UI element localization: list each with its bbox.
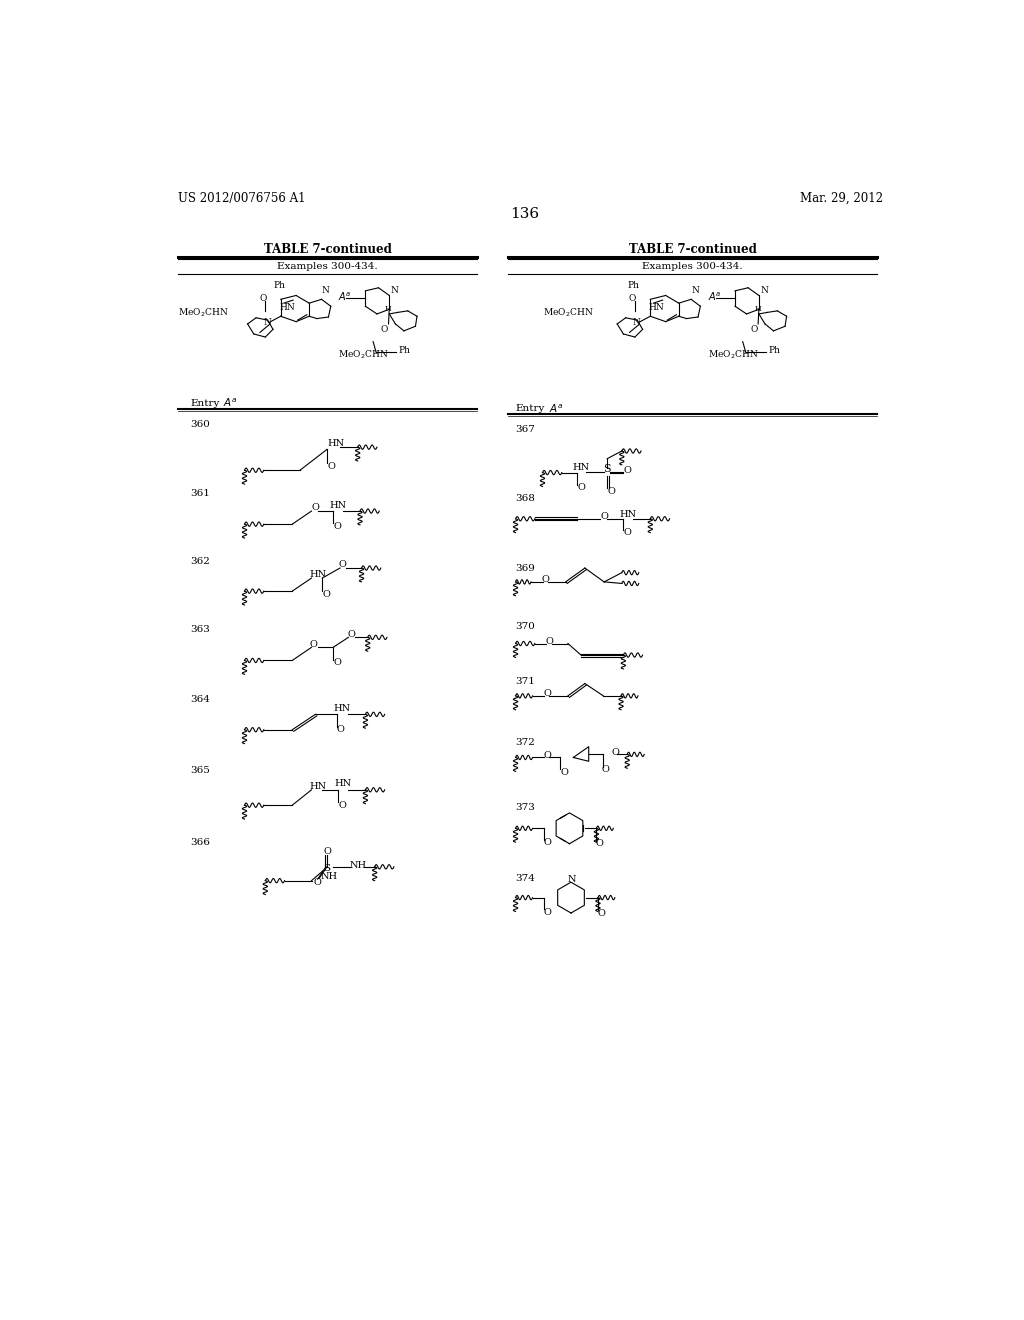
- Text: 364: 364: [190, 696, 211, 704]
- Text: O: O: [333, 659, 341, 667]
- Text: O: O: [629, 294, 636, 304]
- Text: HN: HN: [333, 705, 350, 713]
- Text: O: O: [607, 487, 615, 495]
- Text: O: O: [348, 630, 355, 639]
- Text: 362: 362: [190, 557, 211, 565]
- Text: US 2012/0076756 A1: US 2012/0076756 A1: [178, 191, 306, 205]
- Text: Ph: Ph: [768, 346, 780, 355]
- Text: HN: HN: [327, 438, 344, 447]
- Text: 374: 374: [515, 874, 536, 883]
- Text: 369: 369: [515, 565, 536, 573]
- Text: N: N: [322, 286, 330, 296]
- Text: Ph: Ph: [628, 281, 639, 290]
- Text: O: O: [578, 483, 585, 492]
- Text: O: O: [751, 325, 758, 334]
- Text: O: O: [600, 512, 608, 521]
- Text: 368: 368: [515, 494, 536, 503]
- Text: N: N: [263, 318, 271, 327]
- Text: 361: 361: [190, 488, 211, 498]
- Text: TABLE 7-continued: TABLE 7-continued: [264, 243, 391, 256]
- Text: O: O: [544, 838, 551, 847]
- Text: HN: HN: [280, 302, 295, 312]
- Text: O: O: [259, 294, 266, 304]
- Text: O: O: [611, 747, 620, 756]
- Text: 370: 370: [515, 622, 536, 631]
- Text: $A^a$: $A^a$: [708, 290, 722, 304]
- Text: O: O: [596, 840, 603, 849]
- Text: MeO$_2$CHN: MeO$_2$CHN: [178, 306, 228, 318]
- Text: S: S: [603, 465, 611, 474]
- Text: HN: HN: [335, 779, 351, 788]
- Text: O: O: [624, 466, 631, 475]
- Text: O: O: [309, 640, 317, 648]
- Text: HN: HN: [309, 570, 327, 579]
- Text: N: N: [391, 285, 398, 294]
- Text: H: H: [385, 305, 391, 313]
- Text: 365: 365: [190, 766, 211, 775]
- Text: O: O: [560, 768, 568, 776]
- Text: MeO$_2$CHN: MeO$_2$CHN: [339, 348, 389, 360]
- Text: Ph: Ph: [398, 346, 411, 355]
- Text: $A^a$: $A^a$: [223, 397, 238, 409]
- Text: $A^a$: $A^a$: [339, 290, 352, 304]
- Text: 136: 136: [510, 207, 540, 220]
- Text: O: O: [339, 561, 346, 569]
- Text: O: O: [624, 528, 631, 537]
- Text: O: O: [544, 908, 551, 916]
- Text: O: O: [339, 801, 346, 809]
- Text: O: O: [324, 847, 332, 855]
- Text: N: N: [568, 875, 577, 883]
- Text: 373: 373: [515, 803, 536, 812]
- Text: 360: 360: [190, 420, 211, 429]
- Text: 371: 371: [515, 677, 536, 686]
- Text: N: N: [633, 318, 640, 327]
- Text: O: O: [333, 521, 341, 531]
- Text: O: O: [381, 325, 388, 334]
- Text: Ph: Ph: [273, 281, 285, 290]
- Text: O: O: [323, 590, 330, 599]
- Text: NH: NH: [349, 861, 367, 870]
- Text: O: O: [597, 908, 605, 917]
- Text: HN: HN: [309, 783, 327, 791]
- Text: O: O: [337, 725, 345, 734]
- Text: 363: 363: [190, 626, 211, 634]
- Text: Entry: Entry: [515, 404, 545, 413]
- Text: MeO$_2$CHN: MeO$_2$CHN: [543, 306, 593, 318]
- Text: HN: HN: [330, 502, 346, 510]
- Text: Examples 300-434.: Examples 300-434.: [278, 263, 378, 272]
- Text: N: N: [691, 286, 699, 296]
- Text: TABLE 7-continued: TABLE 7-continued: [629, 243, 757, 256]
- Text: O: O: [544, 751, 551, 759]
- Text: $A^a$: $A^a$: [549, 403, 563, 414]
- Text: Mar. 29, 2012: Mar. 29, 2012: [801, 191, 884, 205]
- Text: 372: 372: [515, 738, 536, 747]
- Text: NH: NH: [321, 871, 338, 880]
- Text: 366: 366: [190, 838, 211, 846]
- Text: S: S: [323, 863, 330, 873]
- Text: O: O: [544, 689, 551, 698]
- Text: O: O: [328, 462, 336, 471]
- Text: O: O: [542, 576, 550, 583]
- Text: Entry: Entry: [190, 399, 220, 408]
- Text: HN: HN: [572, 463, 590, 471]
- Text: Examples 300-434.: Examples 300-434.: [642, 263, 743, 272]
- Text: HN: HN: [620, 510, 637, 519]
- Text: HN: HN: [649, 302, 665, 312]
- Text: O: O: [311, 503, 319, 512]
- Text: O: O: [546, 636, 553, 645]
- Text: O: O: [602, 766, 609, 775]
- Text: MeO$_2$CHN: MeO$_2$CHN: [708, 348, 759, 360]
- Text: H: H: [755, 305, 761, 313]
- Text: O: O: [313, 878, 321, 887]
- Text: 367: 367: [515, 425, 536, 434]
- Text: N: N: [761, 285, 768, 294]
